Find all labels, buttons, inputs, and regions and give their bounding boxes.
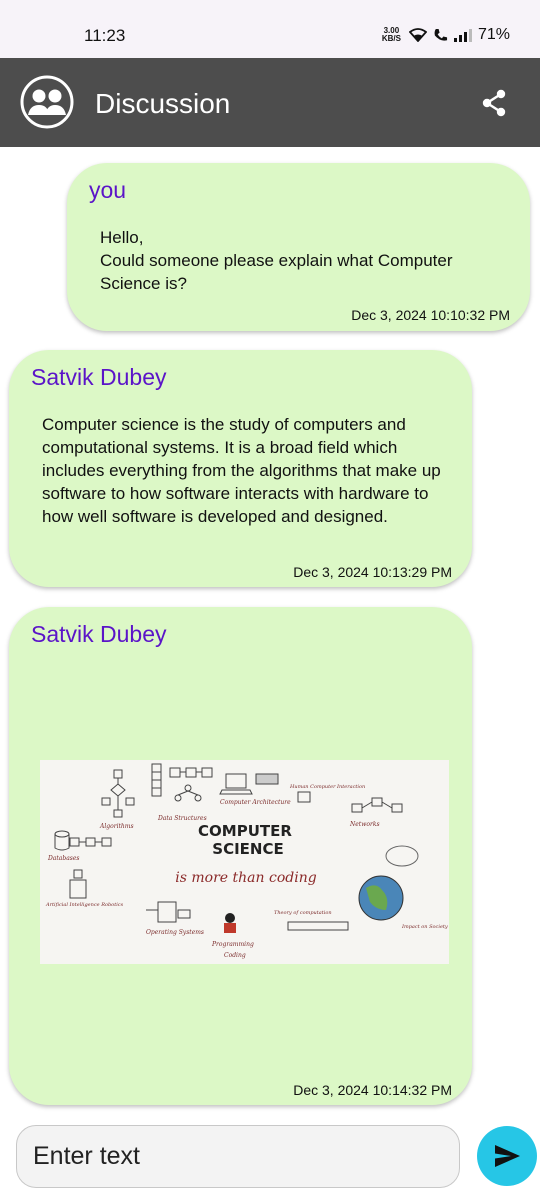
image-label: Networks: [349, 821, 380, 828]
status-bar: 11:23 3.00 KB/S 71%: [0, 0, 540, 58]
share-icon[interactable]: [480, 89, 508, 117]
image-label: Databases: [47, 855, 80, 862]
status-icons: 3.00 KB/S 71%: [382, 26, 510, 44]
message-bubble-image[interactable]: Satvik Dubey: [9, 607, 472, 1105]
image-label: Coding: [224, 952, 246, 959]
image-label: Operating Systems: [146, 929, 204, 936]
image-label: Theory of computation: [274, 910, 332, 916]
message-timestamp: Dec 3, 2024 10:14:32 PM: [293, 1082, 452, 1098]
image-label: Data Structures: [157, 815, 207, 822]
send-button[interactable]: [477, 1126, 537, 1186]
image-label: Programming: [211, 941, 254, 948]
status-time: 11:23: [84, 26, 126, 45]
message-timestamp: Dec 3, 2024 10:10:32 PM: [351, 307, 510, 323]
image-label: Algorithms: [99, 823, 134, 830]
send-icon: [495, 1145, 520, 1167]
app-bar: Discussion: [0, 58, 540, 147]
computer-science-image[interactable]: COMPUTER SCIENCE is more than coding Alg…: [40, 760, 449, 964]
message-timestamp: Dec 3, 2024 10:13:29 PM: [293, 564, 452, 580]
message-sender: you: [89, 177, 127, 203]
image-label: Computer Architecture: [220, 799, 291, 806]
signal-icon: [453, 28, 472, 42]
message-input[interactable]: [16, 1125, 460, 1188]
image-label: Human Computer Interaction: [289, 784, 365, 790]
message-composer: [0, 1116, 540, 1200]
message-text: Hello, Could someone please explain what…: [100, 228, 453, 293]
image-label: Impact on Society: [401, 924, 448, 930]
message-bubble-you[interactable]: you Hello, Could someone please explain …: [67, 163, 530, 331]
image-subtitle: is more than coding: [175, 870, 316, 886]
message-sender: Satvik Dubey: [31, 364, 167, 390]
group-icon[interactable]: [20, 75, 74, 129]
network-speed: 3.00 KB/S: [381, 26, 401, 43]
image-label: Artificial Intelligence Robotics: [45, 902, 124, 908]
image-title-2: SCIENCE: [212, 840, 283, 858]
message-sender: Satvik Dubey: [31, 621, 167, 647]
wifi-icon: [408, 28, 427, 42]
page-title: Discussion: [95, 88, 231, 119]
call-icon: [434, 28, 448, 41]
message-text: Computer science is the study of compute…: [42, 415, 441, 526]
image-title-1: COMPUTER: [198, 822, 292, 840]
message-bubble-reply[interactable]: Satvik Dubey Computer science is the stu…: [9, 350, 472, 587]
battery-level: 71%: [477, 26, 510, 43]
